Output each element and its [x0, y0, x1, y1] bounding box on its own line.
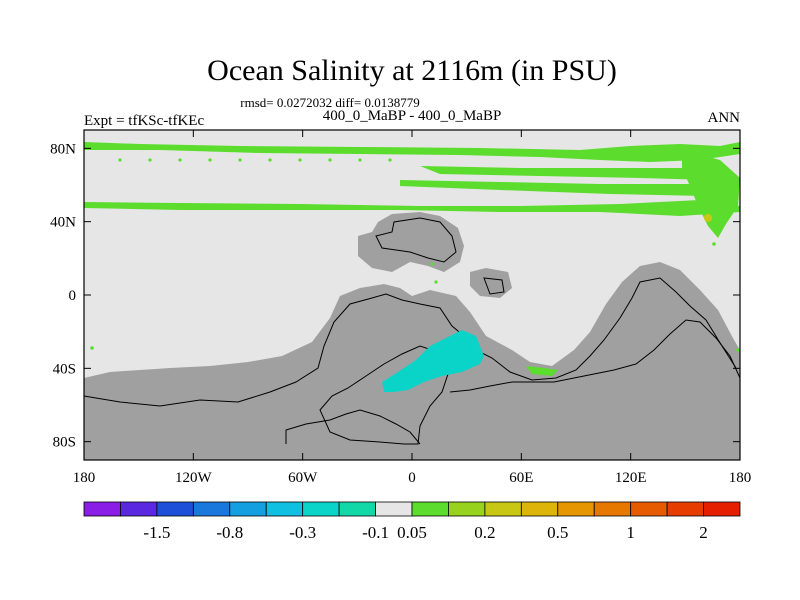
- trail-dot: [208, 158, 212, 162]
- anomaly-arctic-band: [84, 142, 740, 162]
- trail-dot: [268, 158, 272, 162]
- trail-dot: [238, 158, 242, 162]
- x-tick-label: 180: [729, 470, 752, 486]
- map-panel: 180 120W 60W 0 60E 120E 180 80N 40N 0 40S 80S: [50, 129, 752, 486]
- colorbar-label: 0.05: [397, 523, 427, 542]
- x-tick-label: 60W: [288, 470, 318, 486]
- colorbar-label: -0.8: [216, 523, 243, 542]
- trail-dot: [736, 348, 740, 352]
- land-mask-eurasia: [358, 212, 464, 272]
- contour-island: [483, 277, 505, 295]
- colorbar-label: 2: [699, 523, 708, 542]
- colorbar-swatch: [703, 501, 741, 517]
- season-label: ANN: [708, 110, 741, 126]
- y-tick-label: 80S: [53, 435, 76, 451]
- trail-dot: [118, 158, 122, 162]
- colorbar-label: 0.2: [474, 523, 495, 542]
- y-tick-label: 0: [69, 288, 77, 304]
- trail-dot: [358, 158, 362, 162]
- trail-dot: [148, 158, 152, 162]
- colorbar-swatch: [520, 501, 559, 517]
- y-axis: 80N 40N 0 40S 80S: [50, 141, 740, 451]
- trail-dot: [328, 158, 332, 162]
- x-tick-label: 120E: [615, 470, 647, 486]
- contour-east-ridge: [449, 319, 741, 393]
- trail-dot: [430, 262, 434, 266]
- negative-anomaly-region: [382, 330, 484, 392]
- colorbar-swatch: [593, 501, 632, 517]
- stats-label: rmsd= 0.0272032 diff= 0.0138779: [240, 95, 419, 110]
- colorbar-swatch: [302, 501, 340, 517]
- colorbar-swatch: [120, 501, 158, 517]
- anomaly-northern-streak-2: [400, 180, 720, 196]
- period-label: 400_0_MaBP - 400_0_MaBP: [323, 108, 502, 124]
- colorbar-swatch: [192, 501, 231, 517]
- colorbar-swatch: [229, 501, 267, 517]
- y-tick-label: 40N: [50, 215, 76, 231]
- land-mask-south: [84, 262, 740, 460]
- trail-dot: [712, 242, 716, 246]
- trail-dot: [178, 158, 182, 162]
- y-tick-label: 40S: [53, 361, 76, 377]
- colorbar-label: 1: [626, 523, 635, 542]
- experiment-label: Expt = tfKSc-tfKEc: [84, 113, 204, 129]
- colorbar-swatch: [83, 501, 121, 517]
- x-tick-label: 0: [408, 470, 416, 486]
- anomaly-dotted-trail: [90, 158, 740, 352]
- x-axis: 180 120W 60W 0 60E 120E 180: [73, 130, 752, 486]
- chart-title: Ocean Salinity at 2116m (in PSU): [207, 54, 617, 87]
- anomaly-coastal-strip: [526, 366, 558, 376]
- x-tick-label: 180: [73, 470, 96, 486]
- colorbar-swatch: [156, 501, 194, 517]
- colorbar-swatch: [557, 501, 595, 517]
- land-mask-island: [470, 268, 512, 298]
- colorbar-swatch: [484, 501, 522, 517]
- colorbar: -1.5 -0.8 -0.3 -0.1 0.05 0.2 0.5 1 2: [83, 501, 741, 542]
- colorbar-swatch: [411, 501, 449, 517]
- positive-anomaly-regions: [84, 142, 740, 376]
- trail-dot: [434, 280, 438, 284]
- colorbar-label: -1.5: [143, 523, 170, 542]
- trail-dot: [298, 158, 302, 162]
- colorbar-swatch: [666, 501, 704, 517]
- colorbar-swatch: [375, 501, 413, 517]
- contour-eurasia: [375, 217, 457, 263]
- colorbar-swatch: [338, 501, 376, 517]
- trail-dot: [90, 346, 94, 350]
- local-maximum-spot: [704, 214, 712, 222]
- anomaly-northern-streak-3: [84, 200, 740, 216]
- colorbar-swatch: [265, 501, 304, 517]
- contour-deep-basin: [285, 409, 421, 445]
- anomaly-north-pacific-plume: [682, 150, 740, 238]
- trail-dot: [388, 158, 392, 162]
- colorbar-label: 0.5: [547, 523, 568, 542]
- y-tick-label: 80N: [50, 141, 76, 157]
- colorbar-swatch: [630, 501, 668, 517]
- colorbar-label: -0.1: [362, 523, 389, 542]
- x-tick-label: 120W: [175, 470, 213, 486]
- colorbar-label: -0.3: [289, 523, 316, 542]
- x-tick-label: 60E: [509, 470, 533, 486]
- contour-south-inner: [319, 345, 449, 445]
- anomaly-northern-streak-1: [420, 166, 726, 180]
- colorbar-swatch: [448, 501, 486, 517]
